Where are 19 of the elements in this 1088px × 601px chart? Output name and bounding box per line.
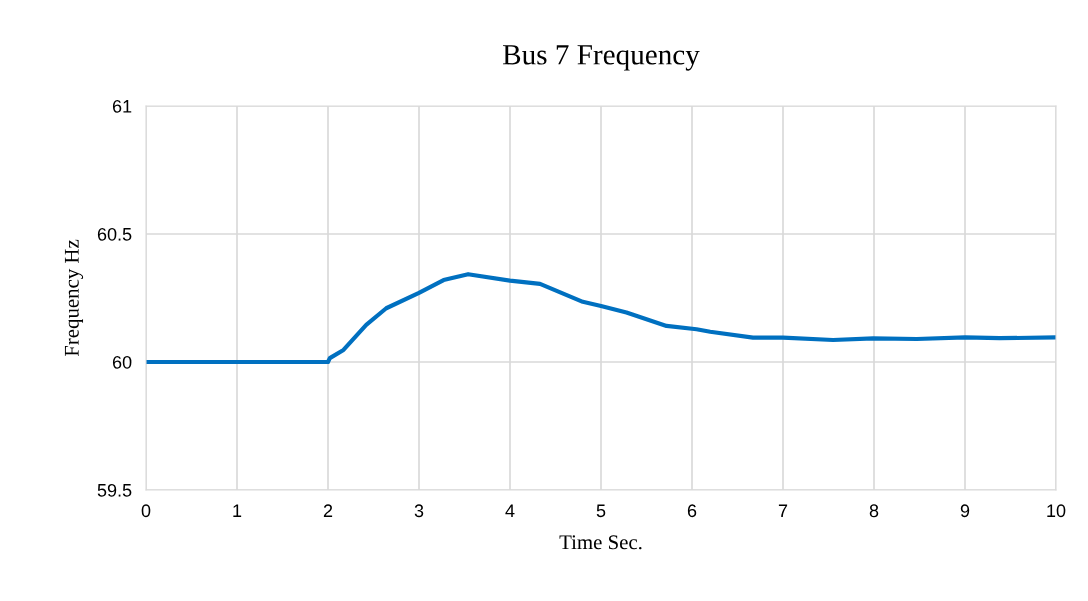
y-tick-label: 60 (112, 355, 132, 369)
x-tick-label: 9 (960, 504, 970, 518)
x-tick-label: 1 (233, 504, 242, 517)
line-series (146, 272, 1056, 365)
x-tick-label: 7 (778, 504, 788, 517)
chart-title: Bus 7 Frequency (503, 45, 700, 71)
x-tick-label: 10 (1047, 504, 1066, 518)
y-tick-label: 60.5 (97, 227, 132, 241)
x-tick-label: 2 (323, 504, 333, 517)
x-tick-label: 3 (414, 504, 424, 518)
x-tick-label: 6 (687, 504, 697, 518)
y-tick-label: 61 (112, 99, 132, 113)
x-tick-label: 4 (505, 504, 515, 517)
y-axis-title: Frequency Hz (64, 239, 84, 357)
y-tick-label: 59.5 (97, 483, 132, 497)
x-tick-label: 8 (869, 504, 879, 518)
x-tick-label: 5 (596, 504, 606, 518)
x-tick-label: 0 (141, 504, 151, 518)
x-axis-title: Time Sec. (559, 535, 642, 550)
